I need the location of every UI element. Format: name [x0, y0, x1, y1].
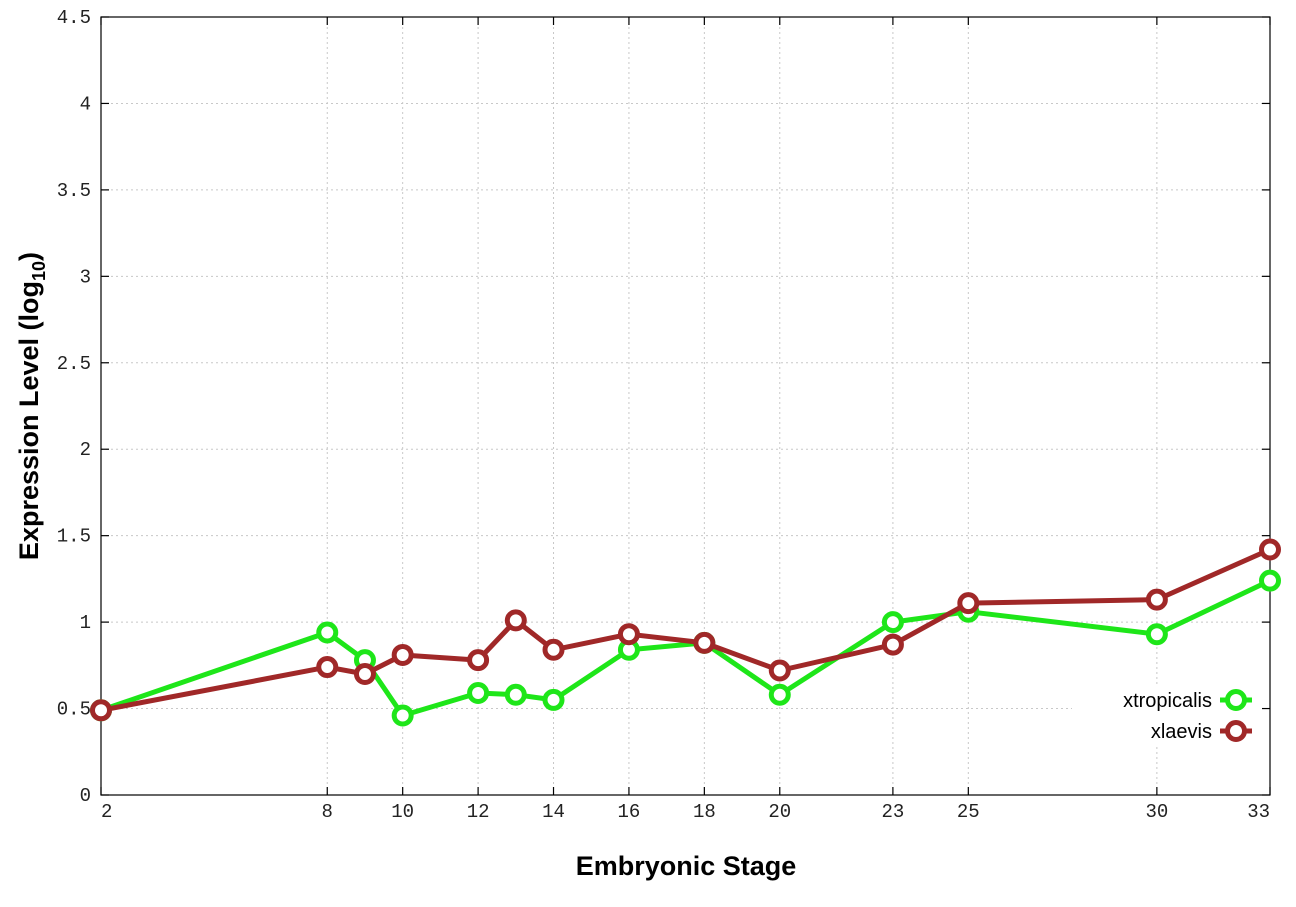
legend-swatch-marker — [1225, 689, 1247, 711]
y-tick-label: 4.5 — [57, 7, 91, 29]
data-point — [542, 638, 565, 661]
data-point — [957, 592, 980, 615]
data-point — [504, 683, 527, 706]
y-tick-label: 3 — [80, 266, 91, 288]
legend-label: xtropicalis — [1123, 690, 1212, 712]
data-point — [90, 699, 112, 722]
data-point — [617, 623, 640, 646]
data-point — [504, 609, 527, 632]
legend-swatch-marker — [1225, 720, 1247, 742]
data-point — [881, 611, 904, 634]
data-point — [881, 633, 904, 656]
y-tick-label: 3.5 — [57, 180, 91, 202]
x-tick-label: 18 — [693, 801, 716, 823]
y-tick-label: 0 — [80, 785, 91, 807]
y-axis-title-main: Expression Level (log — [14, 281, 44, 560]
data-point — [768, 683, 791, 706]
data-point — [1259, 538, 1281, 561]
x-tick-label: 33 — [1247, 801, 1270, 823]
data-point — [693, 631, 716, 654]
legend-label: xlaevis — [1151, 721, 1212, 743]
data-point — [768, 659, 791, 682]
y-tick-label: 2.5 — [57, 353, 91, 375]
data-point — [467, 649, 490, 672]
plot-frame — [100, 16, 1271, 796]
y-tick-label: 1 — [80, 612, 91, 634]
axis-ticks — [100, 16, 1271, 796]
tick-labels: 0 0.5 1 1.5 2 2.5 3 3.5 4 4.5 2 8 10 12 14 16 18 20 23 25 30… — [57, 7, 1270, 823]
x-tick-label: 16 — [618, 801, 641, 823]
y-axis-title: Expression Level (log10) — [14, 252, 49, 560]
y-tick-label: 1.5 — [57, 526, 91, 548]
y-axis-title-tail: ) — [14, 252, 44, 261]
data-point — [467, 681, 490, 704]
x-tick-label: 12 — [467, 801, 490, 823]
data-point — [1145, 623, 1168, 646]
data-point — [316, 656, 339, 679]
x-tick-label: 20 — [768, 801, 791, 823]
data-point — [391, 704, 414, 727]
x-axis-title: Embryonic Stage — [576, 851, 797, 881]
legend: xtropicalis xlaevis — [1072, 685, 1262, 746]
x-tick-label: 30 — [1145, 801, 1168, 823]
data-point — [353, 662, 376, 685]
data-point — [542, 688, 565, 711]
y-tick-label: 0.5 — [57, 699, 91, 721]
data-point — [1145, 588, 1168, 611]
data-point — [391, 643, 414, 666]
x-tick-label: 2 — [101, 801, 112, 823]
x-tick-label: 8 — [322, 801, 333, 823]
series-layer — [90, 538, 1281, 727]
y-axis-title-subscript: 10 — [29, 261, 49, 281]
series-xlaevis — [90, 538, 1281, 722]
x-tick-label: 25 — [957, 801, 980, 823]
y-tick-label: 4 — [80, 93, 91, 115]
data-point — [316, 621, 339, 644]
x-tick-label: 14 — [542, 801, 565, 823]
y-tick-label: 2 — [80, 439, 91, 461]
data-point — [1259, 569, 1281, 592]
x-tick-label: 10 — [391, 801, 414, 823]
x-tick-label: 23 — [881, 801, 904, 823]
